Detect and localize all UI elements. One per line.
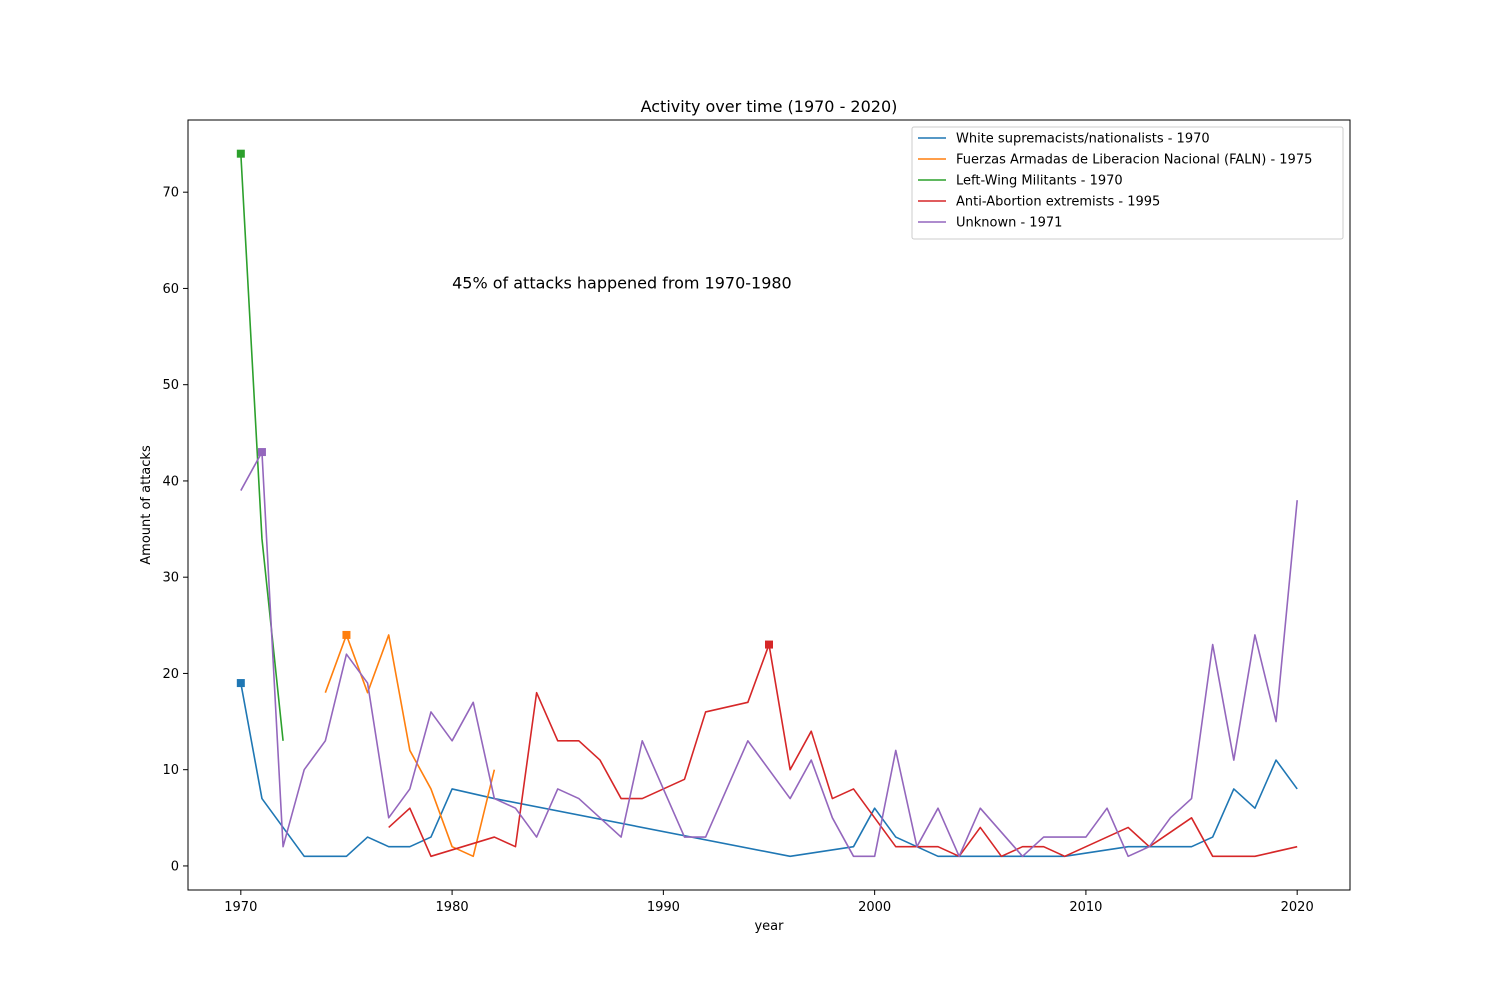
series-line-1 [324,634,496,858]
x-tick-label: 2020 [1281,900,1314,915]
x-tick-label: 1990 [647,900,680,915]
series-marker-4 [257,448,266,457]
y-axis-label: Amount of attacks [139,445,154,565]
y-tick-label: 0 [171,859,179,874]
legend-box [911,126,1344,240]
legend-label-1: Fuerzas Armadas de Liberacion Nacional (… [956,153,1312,168]
legend-label-3: Anti-Abortion extremists - 1995 [956,195,1160,210]
y-tick-label: 70 [162,186,179,201]
legend-label-4: Unknown - 1971 [956,216,1062,231]
plot-frame [187,119,1351,891]
chart-title: Activity over time (1970 - 2020) [641,97,898,116]
y-tick-label: 30 [162,571,179,586]
x-axis: 1970 1980 1990 2000 2010 2020 [224,890,1314,915]
x-tick-label: 1970 [224,900,257,915]
series-marker-3 [765,640,773,649]
y-axis: 0 10 20 30 40 50 60 70 [162,186,188,874]
y-tick-label: 60 [162,282,179,297]
series-line-4 [240,451,1298,858]
x-tick-label: 1980 [436,900,469,915]
series-marker-0 [236,679,245,688]
legend-label-2: Left-Wing Militants - 1970 [956,174,1123,189]
series-marker-2 [236,149,245,158]
series-line-3 [388,643,1298,858]
y-tick-label: 10 [162,763,179,778]
x-axis-label: year [754,919,784,934]
series-marker-1 [342,630,351,639]
legend-label-0: White supremacists/nationalists - 1970 [956,132,1210,147]
y-tick-label: 20 [162,667,179,682]
chart-annotation: 45% of attacks happened from 1970-1980 [452,273,792,292]
series-line-2 [240,153,284,741]
x-tick-label: 2000 [858,900,891,915]
y-tick-label: 50 [162,378,179,393]
plot-area [236,149,1298,858]
y-tick-label: 40 [162,474,179,489]
legend: White supremacists/nationalists - 1970 Fu… [911,126,1344,240]
x-tick-label: 2010 [1069,900,1102,915]
